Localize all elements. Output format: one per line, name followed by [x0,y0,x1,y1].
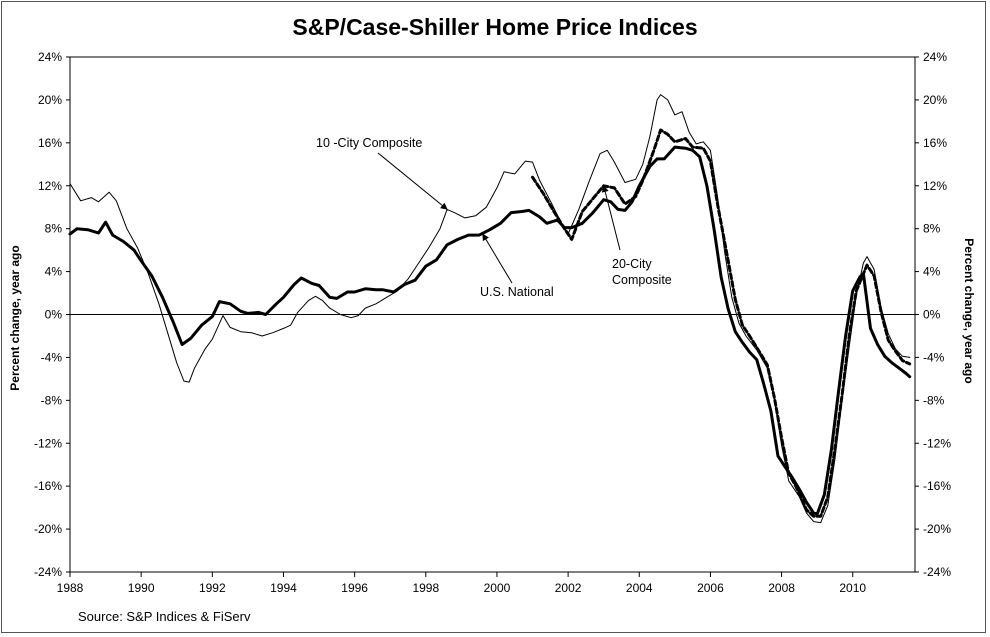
x-tick-label: 1994 [270,581,297,595]
y-tick-label-right: 20% [923,93,947,107]
y-tick-label-left: -16% [34,479,62,493]
x-tick-label: 2006 [697,581,724,595]
y-axis-title-right: Percent change, year ago [962,238,976,384]
x-tick-label: 2002 [555,581,582,595]
annotations: 10 -City Composite U.S. National 20-City Co… [316,136,672,299]
annotation-us-national-arrow [482,233,513,284]
x-tick-label: 1996 [341,581,368,595]
y-tick-label-left: 4% [45,265,63,279]
y-tick-label-left: -4% [41,350,63,364]
annotation-20-city-label: 20-City [612,257,652,271]
y-tick-label-left: 8% [45,222,63,236]
series-line-20-city-composite [531,128,912,518]
annotation-10-city-label: 10 -City Composite [316,136,422,150]
y-tick-label-right: -16% [923,479,951,493]
axes: 24% 24% 20% 20% 16% 16% 12% 12% 8% 8% 4% 4% 0% 0% -4% -… [34,50,951,595]
series-line-u-s-national [68,145,912,516]
x-tick-label: 2010 [839,581,866,595]
y-tick-label-right: -24% [923,565,951,579]
x-tick-label: 2000 [484,581,511,595]
y-tick-label-right: 12% [923,179,947,193]
annotation-20-city-arrow [601,185,621,251]
y-tick-label-right: -8% [923,393,945,407]
x-tick-label: 1992 [199,581,226,595]
y-tick-label-right: 4% [923,265,941,279]
annotation-us-national-label: U.S. National [480,285,554,299]
y-axis-title-left: Percent change, year ago [8,245,22,391]
y-tick-label-left: -24% [34,565,62,579]
y-tick-label-right: 8% [923,222,941,236]
x-tick-label: 1988 [57,581,84,595]
y-tick-label-right: 16% [923,136,947,150]
y-tick-label-left: 24% [38,50,62,64]
y-tick-label-right: -4% [923,350,945,364]
series-group [68,94,912,524]
x-tick-label: 2004 [626,581,653,595]
y-tick-label-right: -12% [923,436,951,450]
y-tick-label-left: -8% [41,393,63,407]
y-tick-label-left: 0% [45,308,63,322]
chart-title: S&P/Case-Shiller Home Price Indices [292,14,698,40]
annotation-10-city-arrow [377,152,448,210]
x-tick-label: 1998 [412,581,439,595]
y-tick-label-right: 24% [923,50,947,64]
annotation-20-city-label: Composite [612,273,672,287]
x-tick-label: 2008 [768,581,795,595]
y-tick-label-left: 12% [38,179,62,193]
y-tick-label-right: 0% [923,308,941,322]
source-note: Source: S&P Indices & FiServ [78,609,251,624]
y-tick-label-right: -20% [923,522,951,536]
series-line-10-city-composite [69,94,911,524]
x-tick-label: 1990 [128,581,155,595]
y-tick-label-left: 16% [38,136,62,150]
y-tick-label-left: -20% [34,522,62,536]
y-tick-label-left: 20% [38,93,62,107]
y-tick-label-left: -12% [34,436,62,450]
